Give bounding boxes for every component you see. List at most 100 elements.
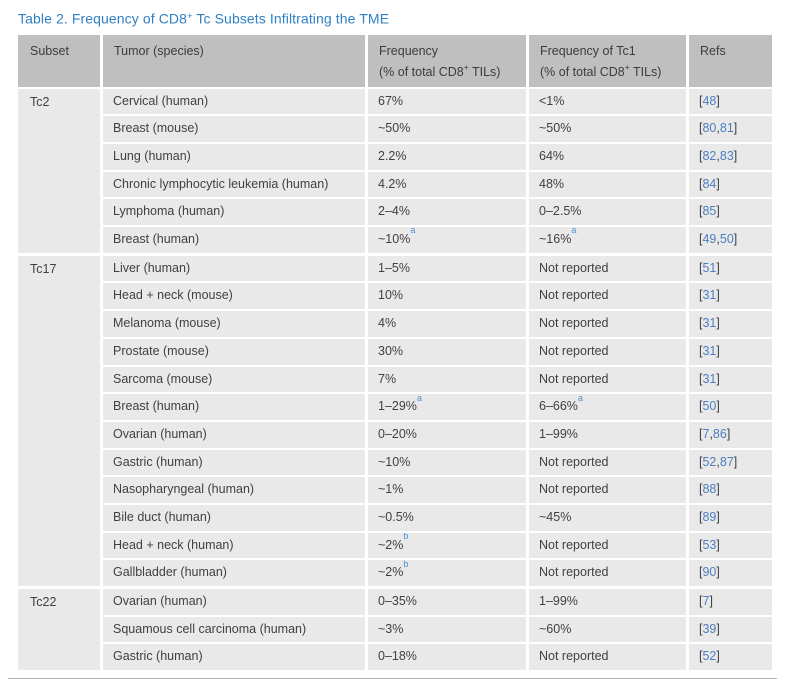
ref-link[interactable]: 49 bbox=[702, 232, 717, 247]
ref-link[interactable]: 39 bbox=[702, 621, 717, 636]
frequency-cell: ~1% bbox=[368, 477, 526, 503]
tc1-frequency-cell: ~45% bbox=[529, 504, 686, 531]
tumor-cell: Gallbladder (human) bbox=[103, 560, 365, 587]
ref-link[interactable]: 50 bbox=[719, 232, 734, 247]
tc1-frequency-cell: 1–99% bbox=[529, 421, 686, 448]
ref-link[interactable]: 7 bbox=[702, 594, 710, 609]
tumor-cell: Breast (mouse) bbox=[103, 116, 365, 143]
frequency-cell: 0–35% bbox=[368, 589, 526, 615]
refs-cell: [48] bbox=[689, 88, 772, 115]
subset-group-tc2: Tc2 Cervical (human) 67% <1% [48] Breast (mou… bbox=[18, 88, 772, 253]
frequency-cell: ~2%b bbox=[368, 560, 526, 587]
frequency-cell: ~0.5% bbox=[368, 504, 526, 531]
tumor-cell: Squamous cell carcinoma (human) bbox=[103, 616, 365, 643]
ref-link[interactable]: 53 bbox=[702, 537, 717, 552]
ref-link[interactable]: 82 bbox=[702, 149, 717, 164]
tc1-frequency-cell: 6–66%a bbox=[529, 394, 686, 420]
tumor-cell: Prostate (mouse) bbox=[103, 338, 365, 365]
refs-cell: [88] bbox=[689, 477, 772, 503]
frequency-cell: 2.2% bbox=[368, 144, 526, 170]
tc1-frequency-cell: 48% bbox=[529, 171, 686, 198]
footnote-marker-a: a bbox=[416, 394, 422, 403]
frequency-cell: 67% bbox=[368, 88, 526, 115]
footnote-marker-b: b bbox=[403, 532, 409, 541]
ref-link[interactable]: 86 bbox=[712, 426, 727, 441]
table-header-row: Subset Tumor (species) Frequency (% of t… bbox=[18, 34, 772, 87]
ref-link[interactable]: 84 bbox=[702, 176, 717, 191]
frequency-cell: 7% bbox=[368, 366, 526, 393]
footnote-marker-a: a bbox=[571, 227, 577, 236]
refs-cell: [49,50] bbox=[689, 227, 772, 253]
tc1-frequency-cell: <1% bbox=[529, 88, 686, 115]
column-header-label: Subset bbox=[30, 43, 69, 58]
tc1-frequency-cell: Not reported bbox=[529, 449, 686, 476]
tc1-frequency-cell: Not reported bbox=[529, 560, 686, 587]
ref-link[interactable]: 80 bbox=[702, 121, 717, 136]
frequency-cell: 1–5% bbox=[368, 255, 526, 282]
ref-link[interactable]: 50 bbox=[702, 399, 717, 414]
tc1-frequency-cell: ~60% bbox=[529, 616, 686, 643]
table-body: Tc2 Cervical (human) 67% <1% [48] Breast (mou… bbox=[18, 88, 772, 671]
tc1-frequency-cell: Not reported bbox=[529, 477, 686, 503]
refs-cell: [80,81] bbox=[689, 116, 772, 143]
ref-link[interactable]: 85 bbox=[702, 204, 717, 219]
frequency-cell: 10% bbox=[368, 283, 526, 310]
ref-link[interactable]: 81 bbox=[719, 121, 734, 136]
refs-cell: [51] bbox=[689, 255, 772, 282]
subset-group-tc22: Tc22 Ovarian (human) 0–35% 1–99% [7] Squamous… bbox=[18, 589, 772, 671]
tumor-cell: Chronic lymphocytic leukemia (human) bbox=[103, 171, 365, 198]
frequency-cell: ~50% bbox=[368, 116, 526, 143]
ref-link[interactable]: 83 bbox=[719, 149, 734, 164]
column-header-label: Tumor (species) bbox=[114, 43, 204, 58]
ref-link[interactable]: 31 bbox=[702, 316, 717, 331]
ref-link[interactable]: 31 bbox=[702, 288, 717, 303]
refs-cell: [31] bbox=[689, 338, 772, 365]
frequency-cell: 0–18% bbox=[368, 644, 526, 671]
footnote-marker-a: a bbox=[577, 394, 583, 403]
tumor-cell: Gastric (human) bbox=[103, 644, 365, 671]
refs-cell: [31] bbox=[689, 283, 772, 310]
column-header-label: Frequency of Tc1 bbox=[540, 43, 636, 58]
column-header-subline: (% of total CD8+ TILs) bbox=[540, 62, 662, 79]
ref-link[interactable]: 48 bbox=[702, 93, 717, 108]
refs-cell: [84] bbox=[689, 171, 772, 198]
tc1-frequency-cell: ~16%a bbox=[529, 227, 686, 253]
tumor-cell: Bile duct (human) bbox=[103, 504, 365, 531]
tumor-cell: Liver (human) bbox=[103, 255, 365, 282]
refs-cell: [53] bbox=[689, 532, 772, 559]
column-header-label: Frequency bbox=[379, 43, 439, 58]
tc1-frequency-cell: ~50% bbox=[529, 116, 686, 143]
tc1-frequency-cell: 64% bbox=[529, 144, 686, 170]
tumor-cell: Head + neck (mouse) bbox=[103, 283, 365, 310]
tumor-cell: Melanoma (mouse) bbox=[103, 311, 365, 337]
tc1-frequency-cell: Not reported bbox=[529, 644, 686, 671]
refs-cell: [31] bbox=[689, 366, 772, 393]
subset-group-tc17: Tc17 Liver (human) 1–5% Not reported [51] Hea… bbox=[18, 255, 772, 587]
refs-cell: [31] bbox=[689, 311, 772, 337]
footnote-marker-a: a bbox=[410, 227, 416, 236]
frequency-cell: 2–4% bbox=[368, 199, 526, 226]
column-header-refs: Refs bbox=[689, 34, 772, 87]
frequency-cell: 0–20% bbox=[368, 421, 526, 448]
ref-link[interactable]: 51 bbox=[702, 260, 717, 275]
tc1-frequency-cell: 0–2.5% bbox=[529, 199, 686, 226]
ref-link[interactable]: 7 bbox=[702, 426, 710, 441]
refs-cell: [90] bbox=[689, 560, 772, 587]
ref-link[interactable]: 31 bbox=[702, 371, 717, 386]
tumor-cell: Head + neck (human) bbox=[103, 532, 365, 559]
frequency-cell: 1–29%a bbox=[368, 394, 526, 420]
ref-link[interactable]: 89 bbox=[702, 509, 717, 524]
ref-link[interactable]: 52 bbox=[702, 649, 717, 664]
ref-link[interactable]: 90 bbox=[702, 565, 717, 580]
subset-label: Tc22 bbox=[18, 589, 100, 671]
ref-link[interactable]: 87 bbox=[719, 454, 734, 469]
tc1-frequency-cell: Not reported bbox=[529, 311, 686, 337]
column-header-frequency: Frequency (% of total CD8+ TILs) bbox=[368, 34, 526, 87]
frequency-table: Subset Tumor (species) Frequency (% of t… bbox=[18, 34, 772, 671]
ref-link[interactable]: 88 bbox=[702, 482, 717, 497]
ref-link[interactable]: 52 bbox=[702, 454, 717, 469]
refs-cell: [52] bbox=[689, 644, 772, 671]
ref-link[interactable]: 31 bbox=[702, 343, 717, 358]
refs-cell: [82,83] bbox=[689, 144, 772, 170]
tc1-frequency-cell: 1–99% bbox=[529, 589, 686, 615]
